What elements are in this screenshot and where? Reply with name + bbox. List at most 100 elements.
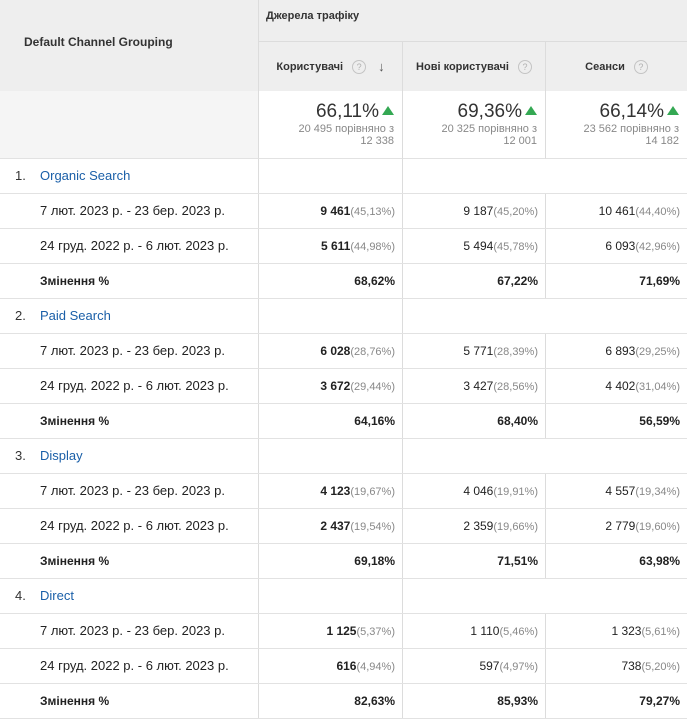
change-value: 71,51% [403, 544, 546, 578]
total-compare-base: 14 182 [645, 135, 679, 147]
arrow-up-icon [382, 106, 394, 115]
channel-label-cell: Organic Search [0, 159, 259, 193]
total-compare: 23 562 порівняно з [583, 123, 679, 135]
change-label: Змінення % [0, 544, 259, 578]
column-header-users[interactable]: Користувачі ? ↓ [259, 42, 403, 91]
change-value: 63,98% [639, 554, 680, 568]
help-icon[interactable]: ? [517, 59, 532, 74]
metric-value: 3 427 [463, 379, 494, 393]
metric-share: (5,37%) [356, 626, 395, 638]
arrow-up-icon [667, 106, 679, 115]
change-row: Змінення % 69,18% 71,51% 63,98% [0, 544, 687, 579]
help-icon[interactable]: ? [633, 59, 648, 74]
metric-share: (28,39%) [493, 346, 538, 358]
metric-cell: 5 494(45,78%) [403, 229, 546, 263]
metric-value: 2 359 [463, 519, 494, 533]
metric-share: (19,67%) [350, 486, 395, 498]
change-value: 79,27% [639, 694, 680, 708]
metric-cell: 1 110(5,46%) [403, 614, 546, 648]
row-number: 4. [15, 588, 26, 603]
metric-value: 6 093 [605, 239, 636, 253]
metric-cell: 4 402(31,04%) [546, 369, 687, 403]
total-compare-base: 12 001 [503, 135, 537, 147]
channel-row: 2. Paid Search [0, 299, 687, 334]
metric-share: (28,76%) [350, 346, 395, 358]
date-range-row: 24 груд. 2022 р. - 6 лют. 2023 р. 5 611(4… [0, 229, 687, 264]
metric-cell: 4 557(19,34%) [546, 474, 687, 508]
change-value: 67,22% [403, 264, 546, 298]
metric-cell: 616(4,94%) [259, 649, 403, 683]
dimension-header: Default Channel Grouping [0, 0, 259, 91]
channel-empty-cell [259, 439, 403, 473]
column-header-new-users[interactable]: Нові користувачі ? [403, 42, 546, 91]
metric-share: (44,40%) [635, 206, 680, 218]
metric-share: (42,96%) [635, 241, 680, 253]
dimension-title: Default Channel Grouping [24, 35, 173, 49]
metric-value: 5 494 [463, 239, 494, 253]
metric-share: (4,94%) [356, 661, 395, 673]
metric-cell: 3 427(28,56%) [403, 369, 546, 403]
date-range-row: 7 лют. 2023 р. - 23 бер. 2023 р. 1 125(5,… [0, 614, 687, 649]
metric-share: (19,60%) [635, 521, 680, 533]
date-range-label: 24 груд. 2022 р. - 6 лют. 2023 р. [0, 649, 259, 683]
metric-value: 10 461 [598, 204, 636, 218]
metric-share: (19,34%) [635, 486, 680, 498]
channel-link[interactable]: Organic Search [40, 168, 131, 183]
total-compare-base: 12 338 [360, 135, 394, 147]
column-label-new-users: Нові користувачі [416, 60, 509, 73]
total-new-users: 69,36% 20 325 порівняно з 12 001 [403, 91, 546, 159]
metric-share: (28,56%) [493, 381, 538, 393]
group-divider [259, 41, 687, 42]
metric-value: 4 402 [605, 379, 636, 393]
metric-value: 1 110 [470, 624, 500, 638]
date-range-label: 24 груд. 2022 р. - 6 лют. 2023 р. [0, 229, 259, 263]
total-compare: 20 495 порівняно з [298, 123, 394, 135]
metric-value: 597 [479, 659, 500, 673]
sort-down-arrow-icon[interactable]: ↓ [378, 59, 385, 74]
date-range-row: 7 лют. 2023 р. - 23 бер. 2023 р. 6 028(28… [0, 334, 687, 369]
date-range-label: 7 лют. 2023 р. - 23 бер. 2023 р. [0, 474, 259, 508]
metric-share: (45,78%) [493, 241, 538, 253]
row-number: 3. [15, 448, 26, 463]
date-range-row: 24 груд. 2022 р. - 6 лют. 2023 р. 3 672(2… [0, 369, 687, 404]
metric-value: 1 323 [611, 624, 642, 638]
metric-share: (5,46%) [499, 626, 538, 638]
channel-link[interactable]: Display [40, 448, 83, 463]
metric-cell: 1 323(5,61%) [546, 614, 687, 648]
metric-cell: 2 779(19,60%) [546, 509, 687, 543]
metric-cell: 5 611(44,98%) [259, 229, 403, 263]
channel-row: 1. Organic Search [0, 159, 687, 194]
totals-label-cell [0, 91, 259, 159]
metric-cell: 6 893(29,25%) [546, 334, 687, 368]
change-value: 56,59% [639, 414, 680, 428]
channel-row: 4. Direct [0, 579, 687, 614]
metric-share: (44,98%) [350, 241, 395, 253]
column-header-sessions[interactable]: Сеанси ? [546, 42, 687, 91]
date-range-label: 7 лют. 2023 р. - 23 бер. 2023 р. [0, 194, 259, 228]
change-label: Змінення % [0, 264, 259, 298]
metric-value: 738 [621, 659, 642, 673]
metric-value: 6 028 [320, 344, 351, 358]
channel-link[interactable]: Direct [40, 588, 74, 603]
metric-share: (5,20%) [641, 661, 680, 673]
metric-value: 616 [336, 659, 357, 673]
metric-share: (45,20%) [493, 206, 538, 218]
help-icon[interactable]: ? [352, 59, 367, 74]
metric-share: (19,54%) [350, 521, 395, 533]
channel-link[interactable]: Paid Search [40, 308, 111, 323]
date-range-row: 7 лют. 2023 р. - 23 бер. 2023 р. 4 123(19… [0, 474, 687, 509]
change-label: Змінення % [0, 684, 259, 718]
metric-cell: 2 359(19,66%) [403, 509, 546, 543]
metric-share: (19,91%) [493, 486, 538, 498]
metric-share: (45,13%) [350, 206, 395, 218]
metric-share: (29,44%) [350, 381, 395, 393]
arrow-up-icon [525, 106, 537, 115]
metric-cell: 3 672(29,44%) [259, 369, 403, 403]
metric-cell: 4 046(19,91%) [403, 474, 546, 508]
metric-share: (19,66%) [493, 521, 538, 533]
change-row: Змінення % 64,16% 68,40% 56,59% [0, 404, 687, 439]
metric-value: 1 125 [326, 624, 357, 638]
channel-empty-cell [259, 159, 403, 193]
date-range-row: 7 лют. 2023 р. - 23 бер. 2023 р. 9 461(45… [0, 194, 687, 229]
